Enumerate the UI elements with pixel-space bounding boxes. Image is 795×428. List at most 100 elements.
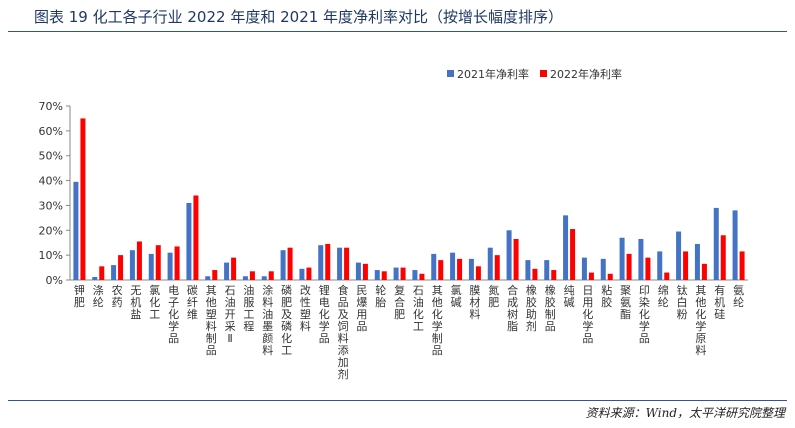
x-tick-label: 改性塑料 [300,283,311,333]
bar-2022 [701,263,707,280]
x-tick-label: 钛白粉 [677,283,688,321]
bar-2021 [431,253,437,280]
y-tick-label: 40% [39,175,63,188]
footer-rule [8,400,787,401]
x-tick-label: 民爆用品 [356,284,367,333]
bar-2021 [224,262,230,280]
bar-2021 [600,258,606,280]
bar-2022 [720,235,726,280]
bar-2022 [607,273,613,280]
x-tick-label: 氯碱 [451,283,462,309]
bar-2021 [393,267,399,280]
bar-2021 [148,253,154,280]
legend-swatch [540,70,547,77]
x-tick-label: 粘胶 [601,283,612,309]
x-tick-label: 有机硅 [714,283,725,321]
bar-2022 [362,263,368,280]
y-tick-label: 60% [39,125,63,138]
legend-label: 2022年净利率 [550,67,622,81]
bar-2022 [494,255,500,280]
bar-2021 [506,230,512,280]
bar-2022 [513,238,519,280]
bar-2022 [551,270,557,280]
x-tick-label: 纯碱 [564,284,575,309]
x-tick-label: 橡胶制品 [545,284,556,333]
x-tick-label: 涤纶 [93,283,104,309]
x-tick-label: 其他化学原料 [695,284,706,357]
bar-2021 [563,215,569,280]
y-tick-label: 0% [46,274,63,287]
bar-2021 [299,268,305,280]
bar-2022 [306,267,312,280]
bar-2022 [438,260,444,280]
bar-2022 [99,266,105,280]
bar-2022 [118,255,124,280]
x-tick-label: 无机盐 [130,284,141,321]
bar-2022 [287,247,293,280]
x-tick-label: 锂电化学品 [319,283,330,345]
bar-2022 [475,266,481,280]
bar-2021 [525,260,531,280]
bar-2022 [174,246,180,280]
bar-2021 [205,276,211,280]
x-tick-label: 其他塑料制品 [206,284,217,357]
x-tick-label: 农药 [112,283,123,309]
bar-2021 [638,238,644,280]
bar-2022 [212,270,218,280]
y-tick-label: 30% [39,199,63,212]
bar-2021 [732,210,738,280]
bar-2022 [136,241,142,280]
x-tick-label: 橡胶助剂 [526,284,537,333]
x-tick-label: 食品及饲料添加剂 [338,283,349,381]
bar-2022 [155,245,161,280]
x-tick-label: 绵纶 [658,283,669,309]
x-tick-label: 油服工程 [243,283,254,333]
bar-2021 [694,243,700,280]
bar-2021 [450,252,456,280]
x-tick-label: 氯化工 [149,283,160,321]
x-tick-label: 轮胎 [375,283,386,309]
bar-2022 [381,271,387,280]
legend-swatch [447,70,454,77]
bar-2021 [337,247,343,280]
bar-2021 [713,207,719,280]
bar-2022 [344,247,350,280]
bar-2021 [129,250,135,280]
x-tick-label: 碳纤维 [187,283,198,321]
x-tick-label: 膜材料 [469,284,480,321]
x-tick-label: 日用化学品 [582,284,593,345]
x-tick-label: 钾肥 [74,283,85,309]
x-tick-label: 电子化学品 [168,284,179,345]
bar-2022 [532,268,538,280]
bar-2022 [683,251,689,280]
bar-2021 [280,250,286,280]
bar-2021 [92,277,98,280]
y-tick-label: 50% [39,150,63,163]
bar-2021 [487,247,493,280]
x-tick-label: 合成树脂 [507,283,518,333]
x-tick-label: 石油化工 [413,284,424,333]
bar-2022 [193,195,199,280]
bar-2022 [249,271,255,280]
bar-2021 [374,270,380,280]
bar-2021 [619,237,625,280]
page-title: 图表 19 化工各子行业 2022 年度和 2021 年度净利率对比（按增长幅度… [34,8,564,26]
bar-2021 [261,276,267,280]
bar-2022 [739,251,745,280]
bar-2022 [400,267,406,280]
bar-2021 [355,262,361,280]
y-tick-label: 10% [39,249,63,262]
y-tick-label: 70% [39,100,63,113]
bar-2021 [186,202,192,280]
title-rule [8,31,787,32]
bar-2021 [242,276,248,280]
bar-2021 [468,258,474,280]
bar-2021 [318,245,324,280]
x-tick-label: 印染化学品 [639,284,650,345]
x-tick-label: 涂料油墨颜料 [262,283,273,357]
bar-2022 [80,118,86,280]
bar-2021 [544,260,550,280]
bar-2022 [570,229,576,280]
x-tick-label: 聚氨酯 [620,284,631,321]
